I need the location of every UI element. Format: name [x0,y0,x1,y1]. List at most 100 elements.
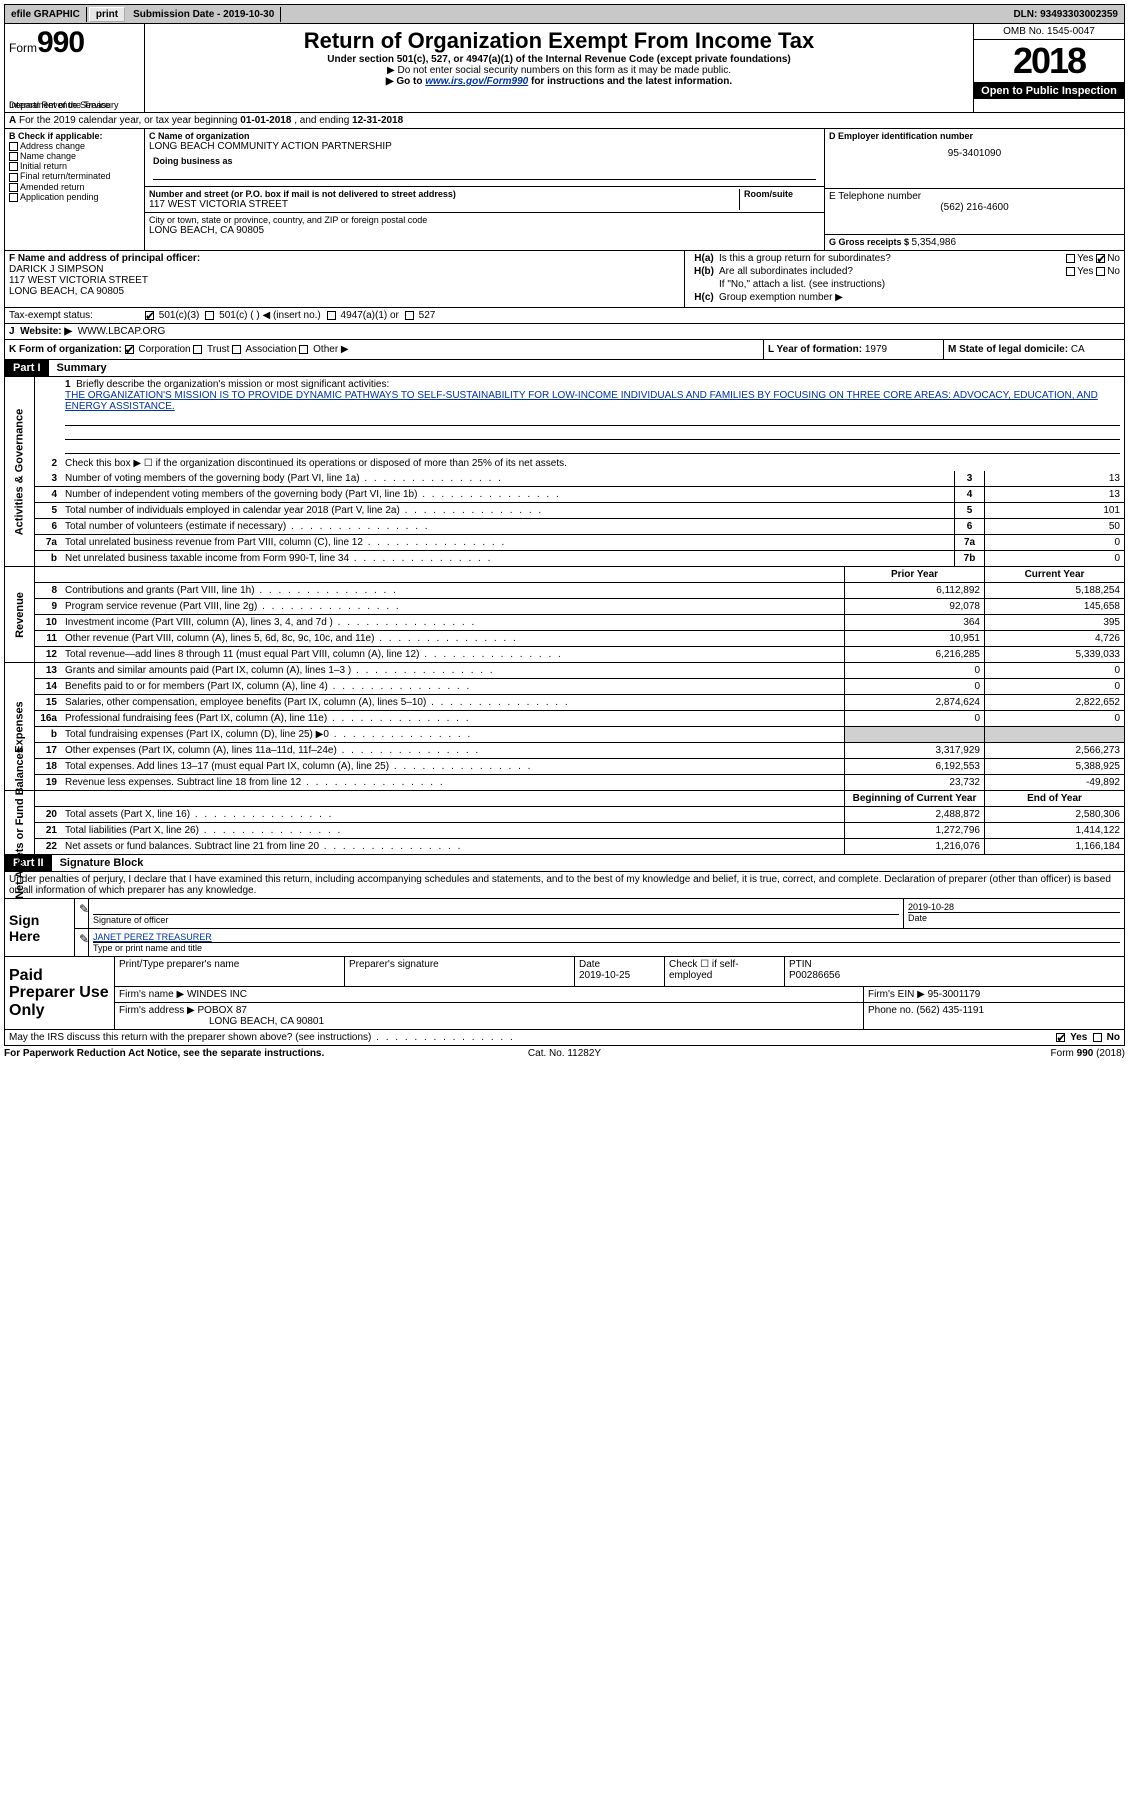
hb-answer[interactable]: Yes No [1066,266,1120,277]
k-form-org: K Form of organization: Corporation Trus… [5,340,764,359]
sign-here-block: Sign Here Signature of officer 2019-10-2… [4,898,1125,957]
part1-badge: Part I [5,360,49,376]
website-value: WWW.LBCAP.ORG [78,326,166,337]
col-f-officer: F Name and address of principal officer:… [5,251,684,307]
open-public-badge: Open to Public Inspection [974,83,1124,99]
section-governance: Activities & Governance 1 Briefly descri… [4,377,1125,567]
footer-left: For Paperwork Reduction Act Notice, see … [4,1048,378,1059]
chk-assoc[interactable]: Association [232,344,296,355]
dba-field [153,166,816,180]
efile-label: efile GRAPHIC [5,7,87,22]
form-title: Return of Organization Exempt From Incom… [149,28,969,54]
chk-initial[interactable]: Initial return [9,161,140,171]
chk-501c3[interactable]: 501(c)(3) [145,310,199,321]
print-button[interactable]: print [89,7,125,22]
part2-header: Part II Signature Block [4,855,1125,872]
governance-line: 2Check this box ▶ ☐ if the organization … [35,456,1124,471]
governance-line: 5Total number of individuals employed in… [35,503,1124,519]
officer-name: DARICK J SIMPSON [9,264,103,275]
self-employed-check[interactable]: Check ☐ if self-employed [665,957,785,986]
phone-label: E Telephone number [829,191,1120,202]
governance-line: bNet unrelated business taxable income f… [35,551,1124,566]
data-line: 12Total revenue—add lines 8 through 11 (… [35,647,1124,662]
data-line: 20Total assets (Part X, line 16)2,488,87… [35,807,1124,823]
col-c-name-addr: C Name of organization LONG BEACH COMMUN… [145,129,824,250]
section-expenses: Expenses 13Grants and similar amounts pa… [4,663,1125,791]
pen-icon [79,932,89,946]
row-a-tax-year: A For the 2019 calendar year, or tax yea… [4,113,1125,129]
tax-year: 2018 [974,40,1124,83]
chk-amended[interactable]: Amended return [9,182,140,192]
submission-date: Submission Date - 2019-10-30 [127,7,281,22]
section-netassets: Net Assets or Fund Balances Beginning of… [4,791,1125,855]
city-state-zip: LONG BEACH, CA 90805 [149,225,820,236]
discuss-yes[interactable]: Yes [1056,1032,1087,1043]
data-line: 16aProfessional fundraising fees (Part I… [35,711,1124,727]
data-line: 11Other revenue (Part VIII, column (A), … [35,631,1124,647]
side-netassets: Net Assets or Fund Balances [5,791,35,854]
m-state-domicile: M State of legal domicile: CA [944,340,1124,359]
org-name-cell: C Name of organization LONG BEACH COMMUN… [145,129,824,187]
governance-line: 6Total number of volunteers (estimate if… [35,519,1124,535]
chk-corp[interactable]: Corporation [125,344,191,355]
ha-answer[interactable]: Yes No [1066,253,1120,264]
omb-number: OMB No. 1545-0047 [974,24,1124,40]
part1-header: Part I Summary [4,360,1125,377]
page-footer: For Paperwork Reduction Act Notice, see … [4,1046,1125,1061]
header-right: OMB No. 1545-0047 2018 Open to Public In… [974,24,1124,112]
dln: DLN: 93493303002359 [1013,9,1124,20]
officer-signed-name: JANET PEREZ TREASURER [93,932,1120,942]
chk-name[interactable]: Name change [9,151,140,161]
chk-final[interactable]: Final return/terminated [9,171,140,181]
row-j-website: J Website: ▶ WWW.LBCAP.ORG [4,324,1125,340]
chk-pending[interactable]: Application pending [9,192,140,202]
chk-527[interactable]: 527 [405,310,435,321]
data-line: 9Program service revenue (Part VIII, lin… [35,599,1124,615]
chk-address[interactable]: Address change [9,141,140,151]
city-row: City or town, state or province, country… [145,213,824,238]
governance-line: 4Number of independent voting members of… [35,487,1124,503]
firm-name: WINDES INC [187,989,247,1000]
sig-line-label: Signature of officer [93,914,899,925]
form-subtitle-1: Under section 501(c), 527, or 4947(a)(1)… [149,54,969,65]
block-identity: B Check if applicable: Address change Na… [4,129,1125,251]
form-subtitle-3: ▶ Go to www.irs.gov/Form990 for instruct… [149,76,969,87]
firm-addr1: POBOX 87 [198,1005,247,1016]
col-b-title: B Check if applicable: [9,131,140,141]
mission-block: 1 Briefly describe the organization's mi… [35,377,1124,456]
data-line: 10Investment income (Part VIII, column (… [35,615,1124,631]
chk-other[interactable]: Other ▶ [299,344,348,355]
data-line: 22Net assets or fund balances. Subtract … [35,839,1124,854]
data-line: 14Benefits paid to or for members (Part … [35,679,1124,695]
firm-addr2: LONG BEACH, CA 90801 [209,1016,324,1027]
officer-name-label: Type or print name and title [93,942,1120,953]
side-revenue: Revenue [5,567,35,662]
paid-preparer-block: Paid Preparer Use Only Print/Type prepar… [4,957,1125,1030]
revenue-header-row: Prior Year Current Year [35,567,1124,583]
chk-4947[interactable]: 4947(a)(1) or [327,310,399,321]
signature-intro: Under penalties of perjury, I declare th… [4,872,1125,898]
discuss-no[interactable]: No [1093,1032,1120,1043]
block-officer-group: F Name and address of principal officer:… [4,251,1125,308]
street-row: Number and street (or P.O. box if mail i… [145,187,824,213]
chk-trust[interactable]: Trust [193,344,229,355]
part1-title: Summary [49,362,107,374]
col-d-ein: D Employer identification number 95-3401… [824,129,1124,250]
part2-badge: Part II [5,855,52,871]
data-line: 19Revenue less expenses. Subtract line 1… [35,775,1124,790]
phone-value: (562) 216-4600 [829,202,1120,213]
netassets-header-row: Beginning of Current Year End of Year [35,791,1124,807]
header-mid: Return of Organization Exempt From Incom… [145,24,974,112]
side-governance: Activities & Governance [5,377,35,566]
chk-501c[interactable]: 501(c) ( ) ◀ (insert no.) [205,310,320,321]
data-line: 21Total liabilities (Part X, line 26)1,2… [35,823,1124,839]
mission-text[interactable]: THE ORGANIZATION'S MISSION IS TO PROVIDE… [65,390,1098,412]
instructions-link[interactable]: www.irs.gov/Form990 [425,76,528,87]
ptin: P00286656 [789,970,840,981]
data-line: 8Contributions and grants (Part VIII, li… [35,583,1124,599]
data-line: 13Grants and similar amounts paid (Part … [35,663,1124,679]
irs-label: Internal Revenue Service [9,100,110,110]
prep-date: 2019-10-25 [579,970,630,981]
col-b-checkboxes: B Check if applicable: Address change Na… [5,129,145,250]
section-revenue: Revenue Prior Year Current Year 8Contrib… [4,567,1125,663]
